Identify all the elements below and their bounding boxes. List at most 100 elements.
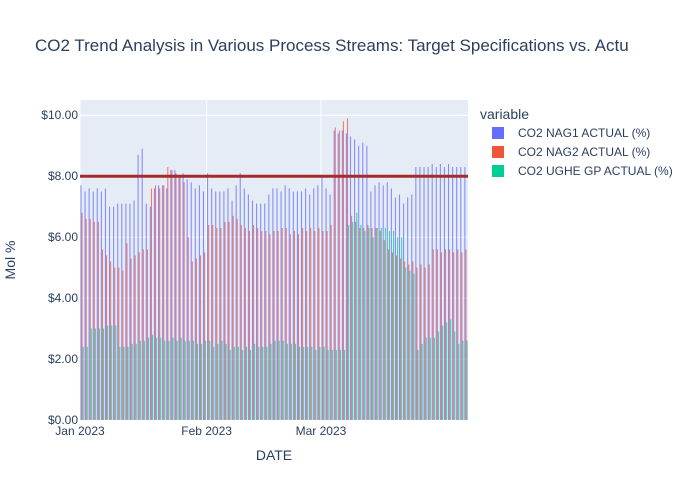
bar-1	[305, 188, 307, 420]
chart-title: CO2 Trend Analysis in Various Process St…	[35, 36, 629, 55]
bar-1	[325, 188, 327, 420]
bar-2	[453, 252, 455, 420]
bar-1	[92, 191, 94, 420]
bar-1	[149, 206, 151, 420]
legend-item-label[interactable]: CO2 NAG2 ACTUAL (%)	[518, 145, 650, 159]
bar-2	[416, 267, 418, 420]
bar-3	[229, 349, 231, 420]
bar-3	[262, 346, 264, 420]
legend-swatch[interactable]	[492, 146, 504, 158]
bar-1	[300, 191, 303, 420]
bar-2	[277, 231, 279, 420]
bar-2	[322, 231, 324, 420]
bar-3	[343, 349, 346, 420]
bar-1	[166, 188, 168, 420]
bar-3	[425, 337, 427, 420]
bar-2	[400, 258, 402, 420]
bar-2	[273, 231, 275, 420]
bar-3	[376, 228, 378, 420]
x-tick-label: Mar 2023	[296, 424, 347, 438]
bar-1	[452, 167, 454, 420]
bar-1	[129, 203, 131, 420]
bar-1	[145, 203, 147, 420]
bar-1	[125, 203, 127, 420]
legend-item-label[interactable]: CO2 NAG1 ACTUAL (%)	[518, 126, 650, 140]
bar-1	[309, 194, 311, 420]
bar-3	[156, 337, 158, 420]
bar-3	[250, 349, 252, 420]
bar-1	[170, 170, 172, 420]
bar-2	[146, 249, 148, 420]
bar-2	[391, 252, 393, 420]
bar-3	[282, 340, 284, 420]
bar-2	[355, 221, 357, 420]
bar-2	[293, 231, 295, 420]
bar-2	[461, 252, 463, 420]
bar-1	[313, 188, 315, 420]
bar-2	[97, 221, 99, 420]
bar-1	[456, 167, 458, 420]
bar-3	[111, 325, 113, 420]
bar-2	[138, 252, 140, 420]
bar-3	[339, 349, 341, 420]
bar-2	[314, 231, 316, 420]
bar-3	[139, 340, 141, 420]
bar-3	[98, 328, 101, 420]
y-tick-label: $0.00	[48, 413, 78, 427]
y-tick-label: $2.00	[48, 352, 78, 366]
bar-1	[186, 179, 188, 420]
bar-1	[235, 185, 237, 420]
bar-3	[160, 337, 162, 420]
bar-3	[290, 343, 292, 420]
bar-1	[329, 194, 331, 420]
bar-3	[115, 325, 117, 420]
bar-1	[435, 167, 437, 420]
bar-2	[195, 258, 197, 420]
bar-1	[394, 197, 396, 420]
bar-3	[299, 346, 301, 420]
bar-3	[335, 349, 337, 420]
bar-3	[164, 340, 166, 420]
bar-1	[190, 182, 192, 420]
bar-2	[130, 258, 132, 420]
y-tick-label: $10.00	[41, 108, 78, 122]
bar-3	[143, 340, 145, 420]
bar-2	[240, 224, 242, 420]
bar-1	[403, 203, 405, 420]
bar-2	[126, 243, 128, 420]
bar-1	[431, 164, 433, 420]
bar-3	[401, 237, 403, 420]
legend-swatch[interactable]	[492, 165, 504, 177]
bar-3	[450, 319, 452, 420]
bar-3	[205, 340, 207, 420]
y-tick-label: $6.00	[48, 230, 78, 244]
bar-3	[368, 228, 370, 420]
y-tick-label: $8.00	[48, 169, 78, 183]
bar-2	[134, 255, 136, 420]
bar-2	[244, 228, 246, 420]
bar-3	[192, 340, 194, 420]
x-axis-ticks: Jan 2023 Feb 2023 Mar 2023	[55, 424, 346, 438]
x-axis-label: DATE	[256, 447, 292, 463]
bar-1	[443, 167, 445, 420]
bar-2	[85, 218, 87, 420]
legend-swatch[interactable]	[492, 127, 504, 139]
bar-2	[318, 228, 320, 420]
bar-2	[363, 228, 365, 420]
bar-2	[224, 221, 226, 420]
bar-3	[103, 328, 105, 420]
legend-item-label[interactable]: CO2 UGHE GP ACTUAL (%)	[518, 164, 673, 178]
bar-2	[306, 231, 308, 420]
bar-1	[411, 194, 413, 420]
bar-3	[172, 337, 174, 420]
bar-2	[187, 237, 189, 420]
legend: CO2 NAG1 ACTUAL (%) CO2 NAG2 ACTUAL (%) CO…	[492, 126, 673, 178]
bar-2	[236, 218, 238, 420]
bar-3	[380, 228, 382, 420]
bar-3	[446, 322, 448, 420]
bar-2	[228, 221, 230, 420]
bar-1	[96, 188, 98, 420]
bar-2	[359, 228, 361, 420]
bar-2	[428, 264, 430, 420]
